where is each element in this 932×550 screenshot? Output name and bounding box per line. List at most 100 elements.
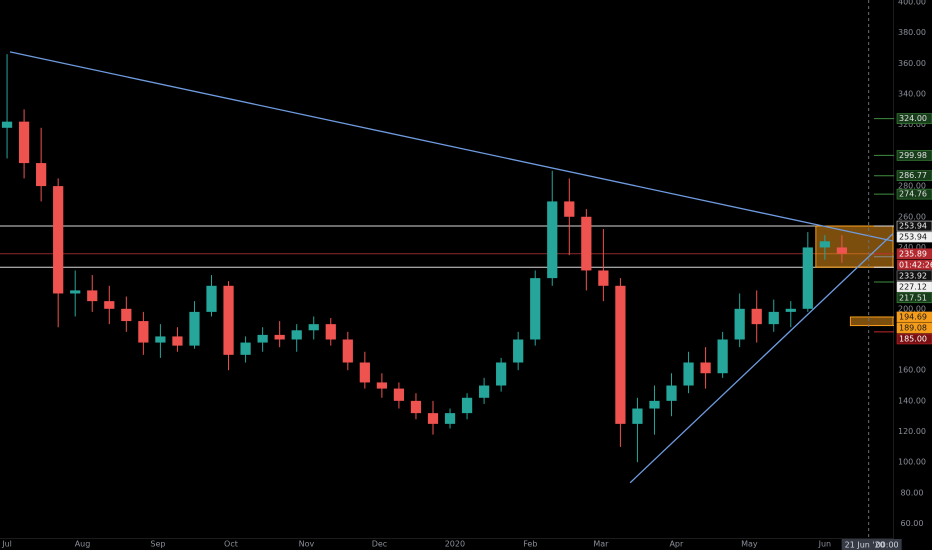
candle-body <box>274 334 285 340</box>
price-label: 299.98 <box>899 151 927 160</box>
y-tick-label: 160.00 <box>898 366 926 375</box>
y-tick-label: 360.00 <box>898 59 926 68</box>
x-tick-label: Sep <box>150 540 165 549</box>
crosshair-time: 00:00 <box>876 541 899 550</box>
candle-body <box>564 201 575 217</box>
candle-body <box>291 330 302 340</box>
x-tick-label: Mar <box>593 540 609 549</box>
candle-body <box>819 241 830 248</box>
crosshair-label-bg <box>841 539 902 550</box>
candle-body <box>104 301 115 309</box>
price-label-bg <box>896 270 932 282</box>
price-label-bg <box>896 113 932 124</box>
candle-body <box>802 247 813 309</box>
candle-body <box>410 400 422 414</box>
x-tick-label: Oct <box>224 540 238 549</box>
price-label: 286.77 <box>899 171 927 180</box>
x-tick-label: Jun <box>818 540 832 549</box>
candle-body <box>444 413 456 424</box>
price-label-bg <box>896 188 932 200</box>
candle-body <box>717 339 728 374</box>
y-tick-label: 100.00 <box>898 458 926 467</box>
candle-body <box>427 413 439 424</box>
x-tick-label: Nov <box>299 540 315 549</box>
candle-body <box>70 290 81 294</box>
candle-body <box>734 308 745 340</box>
candle-body <box>1 121 13 128</box>
y-tick-label: 400.00 <box>898 0 926 6</box>
y-tick-label: 340.00 <box>898 90 926 99</box>
candle-body <box>121 308 132 322</box>
price-label: 324.00 <box>899 114 927 123</box>
price-label: 235.89 <box>899 249 927 258</box>
price-label: 253.94 <box>899 233 927 242</box>
candle-body <box>172 336 183 346</box>
price-label-bg <box>896 281 932 293</box>
price-label-bg <box>896 248 932 260</box>
y-tick-label: 120.00 <box>898 427 926 436</box>
price-label: 274.76 <box>899 190 927 199</box>
candle-body <box>496 362 507 386</box>
candle-body <box>240 342 251 355</box>
countdown-bg <box>897 259 932 270</box>
candle-body <box>632 408 643 424</box>
x-tick-label: Apr <box>669 540 684 549</box>
y-tick-label: 80.00 <box>901 488 924 497</box>
candle-body <box>768 311 779 325</box>
price-label: 233.92 <box>899 271 927 280</box>
candle-body <box>530 278 541 340</box>
range-box <box>849 316 894 327</box>
x-tick-label: Jul <box>1 540 12 549</box>
candle-body <box>598 270 609 286</box>
price-label: 189.08 <box>899 323 927 332</box>
candle-body <box>547 201 558 279</box>
y-tick-label: 240.00 <box>898 243 926 252</box>
price-label-bg <box>896 311 932 323</box>
candle-body <box>359 362 370 383</box>
candle-body <box>785 308 796 312</box>
candle-body <box>308 324 319 331</box>
candle-body <box>513 339 524 363</box>
price-label: 253.94 <box>899 222 927 231</box>
candle-body <box>325 324 336 340</box>
countdown: 01:42:26 <box>899 260 932 269</box>
candle-body <box>138 321 149 343</box>
x-tick-label: 2020 <box>445 540 465 549</box>
x-tick-label: Dec <box>372 540 387 549</box>
x-tick-label: Aug <box>75 540 91 549</box>
candle-body <box>36 163 47 187</box>
price-label-bg <box>896 220 932 232</box>
candle-body <box>615 285 626 424</box>
candle-body <box>87 290 98 302</box>
y-tick-label: 380.00 <box>898 28 926 37</box>
candle-body <box>376 382 387 389</box>
candle-body <box>223 285 234 355</box>
x-tick-label: Feb <box>523 540 537 549</box>
trendline <box>629 233 894 484</box>
price-label-bg <box>896 292 932 304</box>
x-tick-label: May <box>741 540 758 549</box>
candle-body <box>18 121 30 164</box>
price-label-bg <box>896 170 932 181</box>
price-label: 185.00 <box>899 334 927 343</box>
candle-body <box>666 385 677 401</box>
y-tick-label: 200.00 <box>898 304 926 313</box>
y-tick-label: 280.00 <box>898 182 926 191</box>
candle-body <box>189 311 200 346</box>
price-label: 217.51 <box>899 293 927 302</box>
y-tick-label: 60.00 <box>901 519 924 528</box>
candle-body <box>581 216 592 271</box>
price-label-bg <box>896 231 932 243</box>
candle-body <box>342 339 353 363</box>
candle-body <box>836 247 847 254</box>
price-label-bg <box>896 333 932 345</box>
candle-body <box>206 285 217 312</box>
y-tick-label: 320.00 <box>898 120 926 129</box>
candle-body <box>649 400 660 409</box>
price-label: 194.69 <box>899 312 927 321</box>
y-tick-label: 260.00 <box>898 212 926 221</box>
candle-body <box>478 385 490 398</box>
